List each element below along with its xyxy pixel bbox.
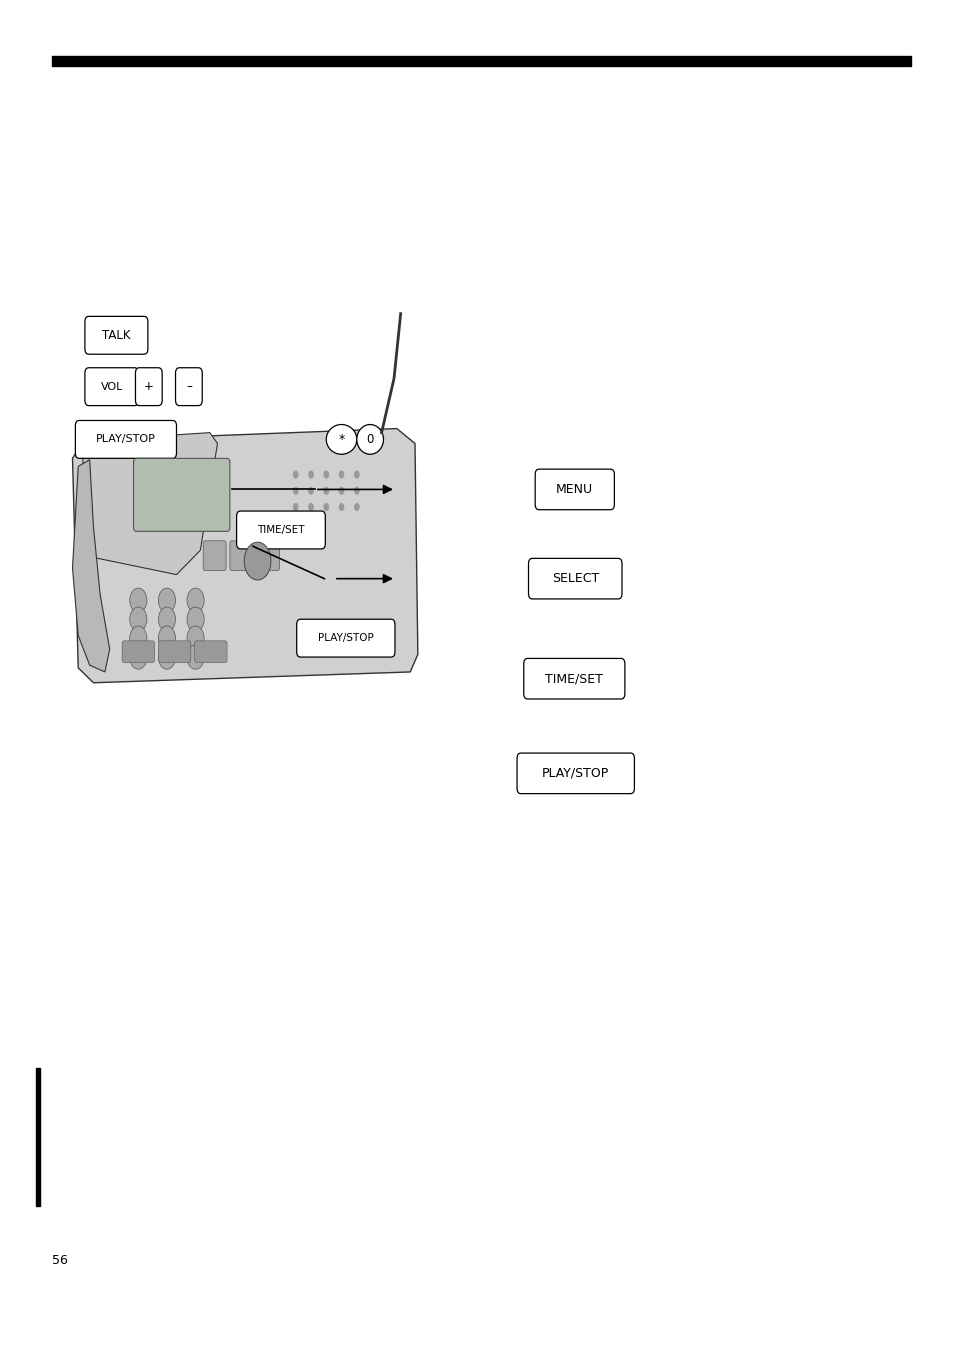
FancyBboxPatch shape (158, 641, 191, 662)
Text: MENU: MENU (556, 483, 593, 496)
Text: TIME/SET: TIME/SET (545, 672, 602, 685)
Polygon shape (72, 429, 417, 683)
FancyBboxPatch shape (194, 641, 227, 662)
FancyBboxPatch shape (75, 420, 176, 458)
FancyBboxPatch shape (203, 541, 226, 571)
Text: TALK: TALK (102, 329, 131, 342)
FancyBboxPatch shape (135, 368, 162, 406)
Text: SELECT: SELECT (551, 572, 598, 585)
Circle shape (187, 645, 204, 669)
Circle shape (323, 470, 329, 479)
FancyBboxPatch shape (230, 541, 253, 571)
Polygon shape (78, 433, 217, 575)
Text: PLAY/STOP: PLAY/STOP (96, 434, 155, 445)
Text: –: – (186, 380, 192, 393)
Circle shape (187, 626, 204, 650)
Circle shape (354, 503, 359, 511)
FancyBboxPatch shape (85, 368, 138, 406)
Text: 0: 0 (366, 433, 374, 446)
Circle shape (158, 645, 175, 669)
Circle shape (354, 470, 359, 479)
Circle shape (308, 487, 314, 495)
Circle shape (158, 607, 175, 631)
Circle shape (323, 503, 329, 511)
Circle shape (308, 503, 314, 511)
Ellipse shape (356, 425, 383, 454)
Text: +: + (144, 380, 153, 393)
Circle shape (323, 487, 329, 495)
Text: PLAY/STOP: PLAY/STOP (317, 633, 374, 644)
FancyBboxPatch shape (85, 316, 148, 354)
Circle shape (308, 470, 314, 479)
Circle shape (293, 470, 298, 479)
FancyBboxPatch shape (296, 619, 395, 657)
Circle shape (187, 588, 204, 612)
FancyBboxPatch shape (523, 658, 624, 699)
Text: VOL: VOL (100, 381, 123, 392)
Bar (52, 55, 910, 65)
Circle shape (244, 542, 271, 580)
FancyBboxPatch shape (535, 469, 614, 510)
FancyBboxPatch shape (133, 458, 230, 531)
Circle shape (338, 487, 344, 495)
Polygon shape (72, 460, 110, 672)
Text: *: * (338, 433, 344, 446)
FancyBboxPatch shape (236, 511, 325, 549)
Text: PLAY/STOP: PLAY/STOP (541, 767, 609, 780)
FancyBboxPatch shape (256, 541, 279, 571)
Ellipse shape (326, 425, 356, 454)
Circle shape (130, 588, 147, 612)
Bar (36, 1068, 40, 1206)
Circle shape (130, 607, 147, 631)
Circle shape (130, 626, 147, 650)
FancyBboxPatch shape (122, 641, 154, 662)
FancyBboxPatch shape (528, 558, 621, 599)
Circle shape (158, 588, 175, 612)
Circle shape (338, 470, 344, 479)
Circle shape (354, 487, 359, 495)
Text: TIME/SET: TIME/SET (257, 525, 304, 535)
Text: 56: 56 (52, 1253, 69, 1267)
FancyBboxPatch shape (175, 368, 202, 406)
Circle shape (293, 503, 298, 511)
Circle shape (158, 626, 175, 650)
Circle shape (293, 487, 298, 495)
Circle shape (338, 503, 344, 511)
Circle shape (130, 645, 147, 669)
FancyBboxPatch shape (517, 753, 634, 794)
Circle shape (187, 607, 204, 631)
